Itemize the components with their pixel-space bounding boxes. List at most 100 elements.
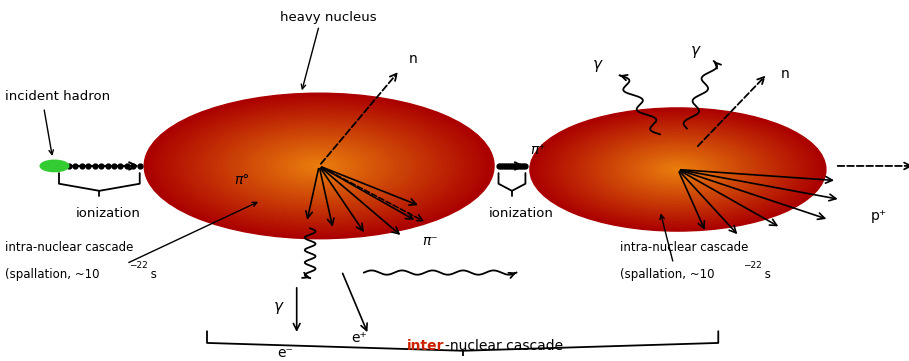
Ellipse shape	[674, 168, 682, 171]
Text: −22: −22	[129, 261, 147, 270]
Circle shape	[40, 160, 69, 171]
Ellipse shape	[148, 95, 490, 237]
Ellipse shape	[541, 113, 814, 226]
Ellipse shape	[218, 124, 420, 208]
Ellipse shape	[297, 157, 341, 175]
Text: ionization: ionization	[75, 207, 141, 220]
Ellipse shape	[254, 139, 385, 193]
Text: e⁺: e⁺	[352, 331, 367, 345]
Text: π⁺: π⁺	[530, 143, 545, 157]
Ellipse shape	[564, 122, 793, 217]
Ellipse shape	[171, 104, 468, 228]
Ellipse shape	[644, 156, 711, 183]
Ellipse shape	[537, 111, 818, 228]
Ellipse shape	[574, 126, 782, 213]
Ellipse shape	[626, 148, 730, 191]
Text: γ: γ	[692, 43, 700, 58]
Ellipse shape	[589, 132, 766, 206]
Ellipse shape	[619, 145, 737, 194]
Ellipse shape	[205, 119, 433, 213]
Text: ionization: ionization	[488, 207, 554, 220]
Ellipse shape	[667, 165, 689, 174]
Ellipse shape	[604, 139, 752, 200]
Ellipse shape	[201, 117, 437, 215]
Text: γ: γ	[593, 57, 602, 72]
Ellipse shape	[196, 115, 442, 217]
Text: intra-nuclear cascade: intra-nuclear cascade	[5, 241, 134, 254]
Ellipse shape	[258, 140, 380, 191]
Ellipse shape	[585, 131, 771, 208]
Ellipse shape	[593, 134, 763, 205]
Text: −22: −22	[744, 261, 762, 270]
Ellipse shape	[145, 93, 494, 239]
Ellipse shape	[671, 166, 685, 173]
Ellipse shape	[555, 119, 800, 220]
Text: (spallation, ~10: (spallation, ~10	[5, 268, 100, 281]
Ellipse shape	[578, 128, 778, 211]
Text: n: n	[781, 66, 790, 81]
Ellipse shape	[280, 149, 358, 182]
Ellipse shape	[596, 136, 759, 203]
Text: π⁻: π⁻	[423, 234, 438, 248]
Text: γ: γ	[275, 299, 284, 314]
Ellipse shape	[634, 151, 723, 188]
Ellipse shape	[162, 100, 476, 231]
Ellipse shape	[249, 137, 389, 195]
Ellipse shape	[266, 144, 372, 188]
Ellipse shape	[544, 114, 811, 225]
Ellipse shape	[648, 157, 707, 182]
Text: s: s	[147, 268, 156, 281]
Text: n: n	[409, 52, 417, 66]
Ellipse shape	[637, 153, 719, 186]
Ellipse shape	[600, 137, 755, 202]
Ellipse shape	[285, 151, 355, 180]
Ellipse shape	[663, 163, 693, 176]
Ellipse shape	[615, 143, 741, 196]
Ellipse shape	[630, 149, 726, 190]
Ellipse shape	[157, 99, 481, 233]
Ellipse shape	[641, 154, 714, 185]
Ellipse shape	[623, 147, 734, 193]
Text: intra-nuclear cascade: intra-nuclear cascade	[620, 241, 748, 254]
Ellipse shape	[310, 162, 328, 170]
Text: p⁺: p⁺	[871, 209, 887, 223]
Ellipse shape	[166, 102, 472, 230]
Ellipse shape	[652, 159, 704, 180]
Text: heavy nucleus: heavy nucleus	[280, 11, 376, 24]
Ellipse shape	[659, 162, 696, 177]
Ellipse shape	[567, 123, 789, 216]
Ellipse shape	[193, 113, 446, 219]
Ellipse shape	[153, 97, 485, 235]
Text: (spallation, ~10: (spallation, ~10	[620, 268, 714, 281]
Ellipse shape	[530, 108, 826, 231]
Ellipse shape	[571, 125, 785, 214]
Ellipse shape	[184, 109, 454, 222]
Ellipse shape	[302, 159, 336, 173]
Text: -nuclear cascade: -nuclear cascade	[445, 339, 563, 353]
Ellipse shape	[188, 112, 450, 221]
Ellipse shape	[263, 142, 376, 190]
Ellipse shape	[612, 142, 744, 197]
Ellipse shape	[534, 109, 823, 230]
Ellipse shape	[215, 122, 425, 210]
Text: π°: π°	[234, 173, 249, 187]
Ellipse shape	[548, 116, 807, 223]
Ellipse shape	[560, 120, 796, 219]
Ellipse shape	[582, 130, 774, 209]
Ellipse shape	[175, 106, 464, 226]
Ellipse shape	[275, 148, 363, 184]
Ellipse shape	[245, 135, 394, 197]
Ellipse shape	[271, 146, 367, 186]
Text: inter: inter	[407, 339, 445, 353]
Ellipse shape	[655, 160, 700, 179]
Ellipse shape	[223, 126, 415, 206]
Text: s: s	[762, 268, 771, 281]
Text: incident hadron: incident hadron	[5, 90, 110, 103]
Ellipse shape	[293, 155, 345, 177]
Text: e⁻: e⁻	[277, 345, 293, 360]
Ellipse shape	[240, 133, 398, 199]
Ellipse shape	[227, 128, 411, 204]
Ellipse shape	[210, 121, 428, 212]
Ellipse shape	[315, 164, 324, 168]
Ellipse shape	[288, 153, 350, 179]
